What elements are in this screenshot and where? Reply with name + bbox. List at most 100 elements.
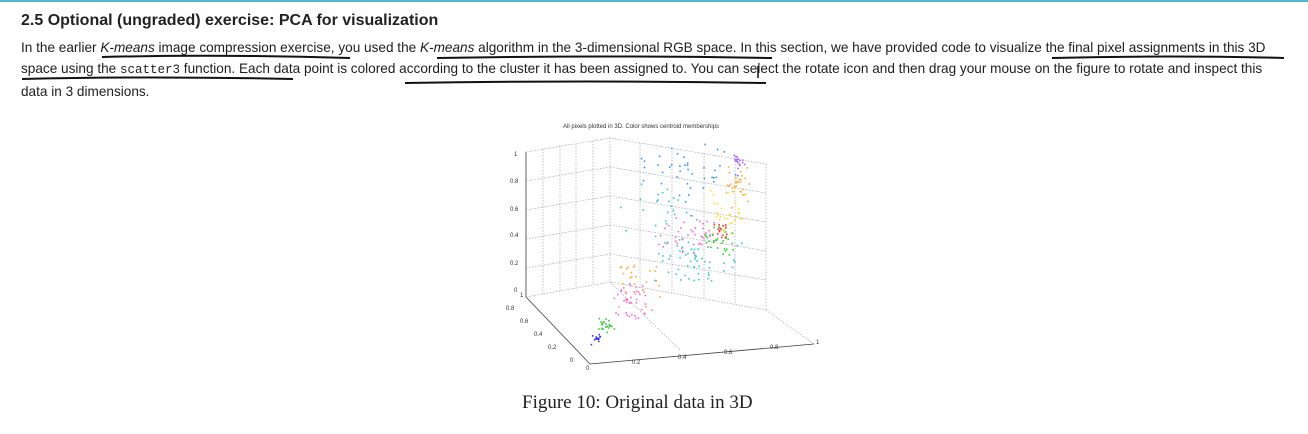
scatter-point xyxy=(591,335,594,337)
scatter-point xyxy=(730,232,732,234)
scatter-point xyxy=(701,257,703,260)
scatter-point xyxy=(722,240,724,242)
scatter-point xyxy=(704,234,706,237)
scatter-point xyxy=(625,312,627,314)
scatter-point xyxy=(737,161,739,164)
scatter-point xyxy=(665,223,668,225)
scatter3-plot[interactable]: All pixels plotted in 3D. Color shows ce… xyxy=(470,112,830,377)
scatter-point xyxy=(728,192,730,194)
scatter-point xyxy=(684,164,686,166)
scatter-point xyxy=(658,284,660,287)
scatter-point xyxy=(701,236,704,238)
scatter-point xyxy=(707,246,709,248)
scatter-point xyxy=(744,193,747,196)
scatter-point xyxy=(636,290,638,293)
scatter-point xyxy=(685,254,687,256)
scatter-point xyxy=(676,153,679,155)
scatter-point xyxy=(681,237,683,240)
scatter-point xyxy=(625,292,627,295)
scatter-point xyxy=(623,287,625,289)
scatter-point xyxy=(737,181,739,183)
scatter-point xyxy=(735,185,737,188)
scatter-point xyxy=(734,219,736,222)
scatter-point xyxy=(679,170,681,173)
scatter-point xyxy=(706,236,708,239)
scatter-point xyxy=(605,323,607,325)
scatter-point xyxy=(593,338,596,341)
scatter-point xyxy=(688,194,690,196)
scatter-point xyxy=(722,234,724,237)
y-tick-labels: 1 0.8 0.6 0.4 0.2 0 xyxy=(506,293,574,364)
scatter-point xyxy=(683,156,685,158)
scatter-point xyxy=(635,298,638,301)
scatter-point xyxy=(598,328,600,330)
scatter-point xyxy=(662,246,665,248)
scatter-point xyxy=(623,300,625,302)
scatter-point xyxy=(631,313,633,316)
x-tick-labels: 0 0.2 0.4 0.6 0.8 1 xyxy=(586,340,820,372)
scatter-point xyxy=(644,303,647,305)
scatter-point xyxy=(600,321,602,323)
scatter-point xyxy=(618,306,620,308)
z-tick-label: 1 xyxy=(514,152,518,158)
scatter-point xyxy=(702,227,704,230)
y-tick-label: 0 xyxy=(570,358,574,364)
scatter-point xyxy=(679,250,681,252)
scatter-point xyxy=(644,294,647,297)
scatter-point xyxy=(710,246,712,249)
x-tick-label: 0.4 xyxy=(678,355,687,361)
scatter-point xyxy=(638,291,640,293)
scatter-point xyxy=(671,147,673,150)
scatter-point xyxy=(630,271,633,274)
scatter-point xyxy=(722,230,725,232)
scatter-point xyxy=(681,246,684,248)
scatter-point xyxy=(684,201,687,203)
scatter-point xyxy=(657,164,659,166)
scatter-point xyxy=(704,143,706,146)
scatter-point xyxy=(605,326,607,328)
scatter-point xyxy=(681,251,684,254)
scatter-point xyxy=(708,240,710,242)
section-paragraph: In the earlier K-means image compression… xyxy=(21,37,1291,102)
scatter-point xyxy=(731,266,734,269)
scatter-point xyxy=(629,284,632,287)
x-tick-label: 0 xyxy=(586,366,590,372)
scatter-point xyxy=(731,207,733,209)
scatter-point xyxy=(667,211,669,214)
scatter-point xyxy=(723,217,726,219)
scatter-point xyxy=(693,248,696,251)
scatter-point xyxy=(708,229,710,232)
scatter-point xyxy=(597,337,600,340)
scatter-point xyxy=(687,234,689,236)
scatter-point xyxy=(698,243,700,245)
scatter-point xyxy=(729,214,731,217)
scatter-point xyxy=(724,227,726,230)
scatter-point xyxy=(640,183,643,186)
scatter-point xyxy=(691,173,693,175)
scatter-point xyxy=(736,244,738,247)
z-tick-label: 0 xyxy=(514,288,518,294)
scatter-point xyxy=(703,167,705,169)
scatter-point xyxy=(694,233,697,236)
scatter-point xyxy=(617,293,619,296)
scatter-point xyxy=(634,315,636,317)
scatter-point xyxy=(708,267,711,269)
scatter-point xyxy=(718,223,720,226)
scatter-point xyxy=(622,272,625,275)
scatter-point xyxy=(738,163,741,166)
scatter-point xyxy=(735,181,737,183)
scatter-point xyxy=(691,230,694,233)
scatter-point xyxy=(672,209,675,212)
scatter-point xyxy=(643,160,646,162)
scatter-point xyxy=(709,190,712,192)
scatter-point xyxy=(714,169,716,172)
scatter-point xyxy=(742,188,744,191)
scatter-point xyxy=(713,181,715,183)
scatter-point xyxy=(654,270,656,272)
scatter-point xyxy=(603,321,605,323)
scatter-point xyxy=(606,325,608,328)
scatter-point xyxy=(706,220,708,223)
scatter-point xyxy=(655,265,658,268)
scatter-point xyxy=(632,266,635,268)
scatter-point xyxy=(713,177,715,179)
